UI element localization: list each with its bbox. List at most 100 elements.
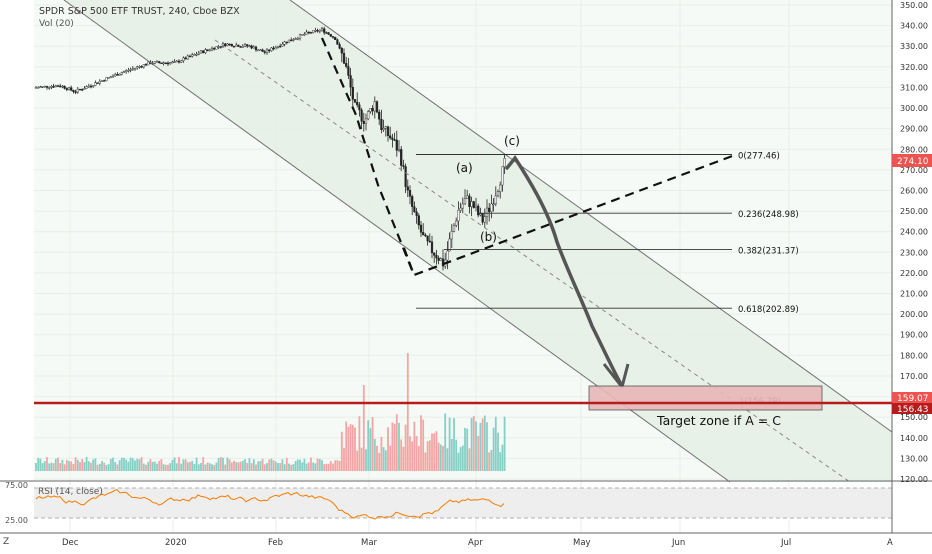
volume-bar — [283, 464, 286, 471]
volume-bar — [244, 459, 246, 471]
volume-bar — [488, 452, 491, 471]
candle-body — [59, 85, 62, 88]
candle-body — [455, 220, 458, 226]
target-zone-box[interactable] — [588, 385, 823, 411]
channel-upper-line[interactable] — [289, 0, 893, 433]
candle-body — [63, 85, 66, 89]
volume-bar — [303, 458, 306, 471]
volume-bar — [475, 421, 477, 471]
volume-bar — [213, 464, 216, 471]
volume-bar — [129, 457, 132, 471]
candle-body — [268, 49, 271, 52]
volume-bar — [109, 458, 112, 471]
channel-mid-dashed-line[interactable] — [214, 39, 851, 483]
candle-body — [448, 238, 451, 252]
candle-body — [426, 235, 429, 242]
volume-bar — [162, 464, 165, 471]
candle-body — [406, 186, 409, 191]
volume-bar — [173, 457, 176, 471]
price-tick: 190.00 — [900, 331, 928, 340]
candle-body — [56, 85, 60, 87]
volume-bar — [274, 461, 277, 471]
candle-body — [470, 201, 473, 207]
candle-body — [298, 34, 302, 39]
candle-body — [499, 184, 502, 192]
candle-body — [100, 80, 104, 82]
volume-bar — [241, 460, 244, 471]
volume-label: Vol (20) — [39, 19, 74, 29]
volume-bar — [307, 462, 310, 471]
candle-body — [109, 76, 112, 79]
wave-label-b: (b) — [480, 230, 497, 244]
candle-body — [254, 46, 258, 51]
candle-body — [241, 46, 244, 48]
volume-bar — [233, 460, 235, 471]
projected-path-arrow[interactable] — [505, 155, 624, 388]
candle-body — [202, 50, 205, 53]
volume-bar — [373, 438, 376, 471]
timezone-icon[interactable]: Z — [3, 537, 9, 547]
volume-bar — [411, 441, 414, 471]
candle-body — [477, 205, 480, 216]
volume-bar — [349, 424, 352, 471]
volume-bar — [182, 459, 185, 471]
volume-bar — [158, 460, 161, 471]
volume-bar — [424, 452, 427, 471]
abc-wedge-lower-left[interactable] — [402, 247, 416, 276]
candle-body — [136, 66, 139, 69]
fibonacci-levels[interactable]: 0(277.46) 0.236(248.98) 0.382(231.37) 0.618… — [416, 151, 799, 407]
volume-bar — [428, 440, 431, 471]
volume-bar — [226, 457, 229, 471]
candle-body — [472, 201, 475, 208]
volume-bar — [248, 458, 251, 471]
volume-bar — [138, 459, 141, 471]
support-upper-badge — [892, 392, 932, 403]
price-axis[interactable]: 350.00 340.00 330.00 320.00 310.00 300.00 290.… — [900, 1, 928, 484]
volume-bar — [345, 421, 348, 471]
volume-bar — [186, 462, 189, 471]
volume-bar — [356, 450, 359, 471]
volume-bar — [114, 462, 117, 471]
volume-bar — [72, 463, 75, 471]
volume-bar — [406, 353, 409, 471]
volume-bar — [76, 459, 79, 471]
candle-body — [206, 49, 209, 51]
candle-body — [433, 252, 436, 256]
candle-body — [452, 225, 456, 232]
candle-body — [107, 77, 110, 79]
time-tick: 2020 — [165, 538, 187, 548]
volume-bar — [433, 433, 436, 471]
volume-bar — [90, 462, 92, 471]
volume-bar — [369, 428, 372, 471]
candle-body — [375, 101, 379, 113]
candle-body — [481, 213, 484, 223]
volume-bar — [83, 462, 86, 471]
candle-body — [439, 258, 442, 261]
candle-body — [371, 108, 374, 112]
candle-body — [169, 62, 172, 65]
volume-bar — [140, 457, 143, 471]
volume-bar — [92, 459, 95, 471]
candle-body — [272, 47, 275, 50]
volume-bar — [65, 459, 68, 471]
time-axis[interactable]: Dec 2020 Feb Mar Apr May Jun Jul A — [62, 538, 893, 548]
volume-bar — [79, 462, 81, 471]
fib-label: 0(277.46) — [738, 151, 780, 161]
volume-bar — [294, 461, 297, 471]
candle-body — [43, 85, 46, 88]
abc-wedge-dashed[interactable] — [320, 37, 736, 277]
candle-body — [305, 31, 308, 35]
volume-bar — [171, 459, 174, 471]
support-upper-label: 159.07 — [897, 394, 929, 404]
volume-bar — [310, 457, 312, 471]
candle-body — [422, 232, 425, 236]
candle-body — [419, 224, 423, 233]
volume-bars — [35, 353, 506, 471]
candle-body — [386, 126, 390, 137]
volume-bar — [358, 416, 361, 471]
volume-bar — [112, 457, 114, 471]
volume-bar — [204, 464, 207, 471]
volume-bar — [235, 462, 238, 471]
candle-body — [503, 158, 506, 168]
